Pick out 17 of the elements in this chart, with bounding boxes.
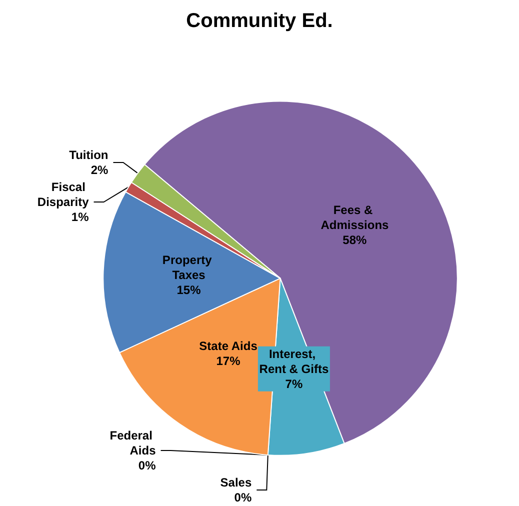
slice-label: Fees & Admissions [320,203,390,232]
category-label: Federal Aids [110,428,156,458]
data-label: 15% [176,282,202,297]
slice-label: State Aids [199,339,258,354]
text: 0% [138,458,156,472]
slice-label: Interest, Rent & Gifts [259,346,329,376]
chart-title: Community Ed. [186,10,333,32]
data-label: 58% [342,233,368,248]
slice-label: Property Taxes [162,252,216,282]
data-label: 7% [285,376,303,391]
slice-label: Tuition [69,148,108,162]
data-label: 2% [90,163,109,178]
slice-label: Fiscal Disparity [37,180,90,210]
category-label: Sales [220,476,252,490]
text: 0% [234,490,252,504]
data-label: 17% [216,354,241,368]
data-label: 1% [71,210,90,224]
